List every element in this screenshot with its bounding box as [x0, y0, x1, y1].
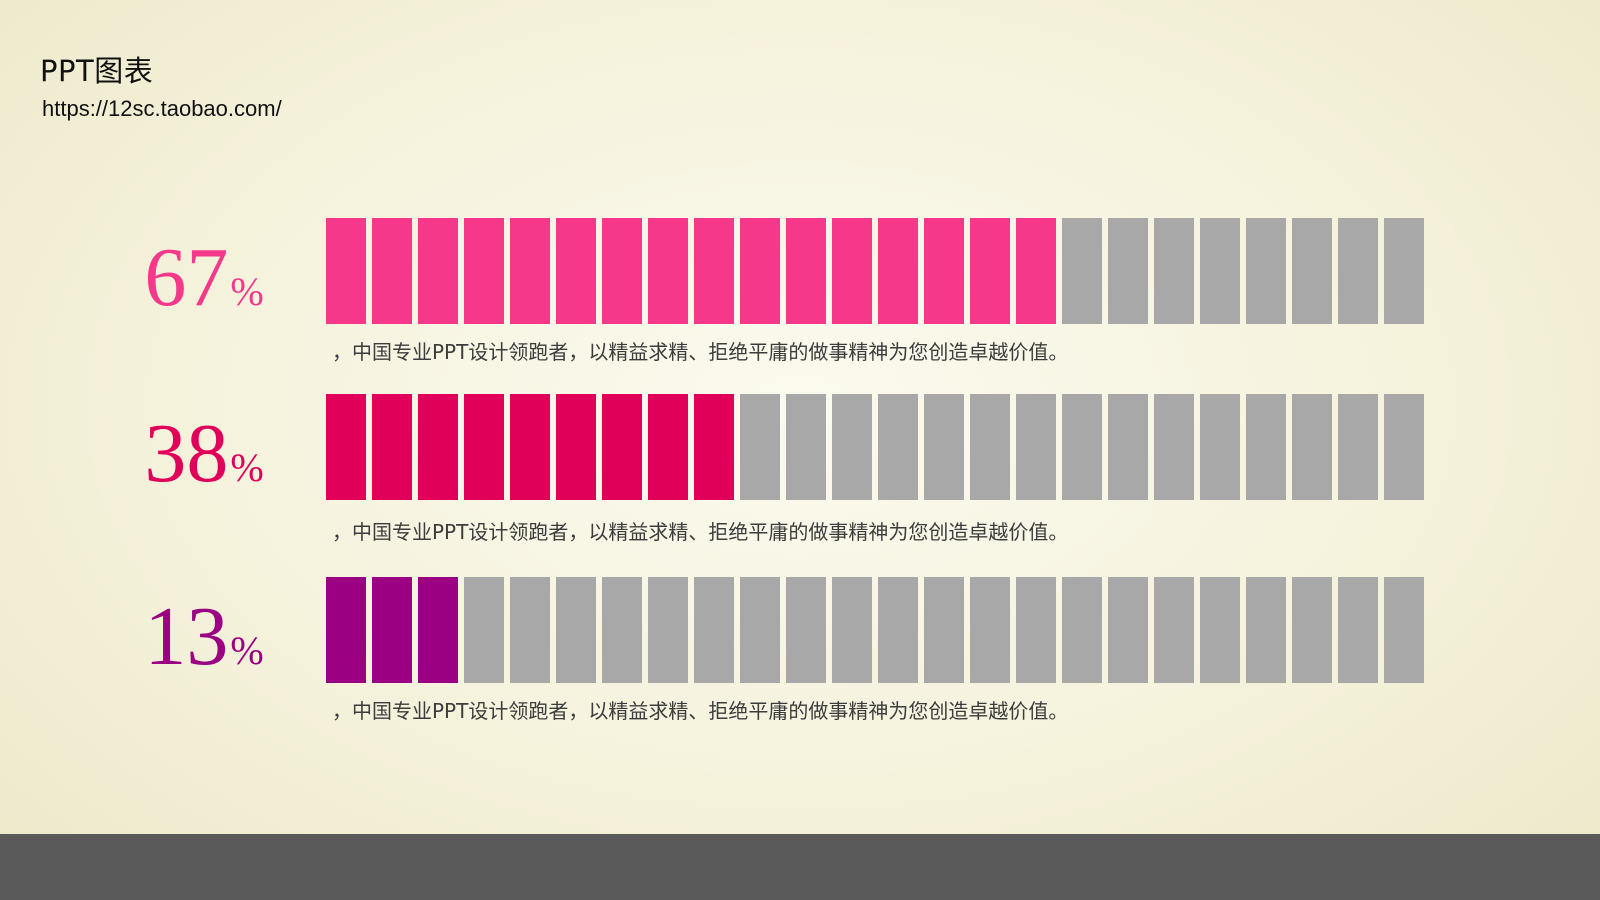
segment-filled	[326, 218, 366, 324]
segment-empty	[740, 577, 780, 683]
segment-filled	[556, 394, 596, 500]
footer-bar	[0, 834, 1600, 900]
row-caption: ，中国专业PPT设计领跑者，以精益求精、拒绝平庸的做事精神为您创造卓越价值。	[332, 340, 1069, 364]
segment-filled	[832, 218, 872, 324]
segment-empty	[1062, 394, 1102, 500]
segment-empty	[1292, 218, 1332, 324]
segment-empty	[694, 577, 734, 683]
segment-empty	[1154, 218, 1194, 324]
segment-empty	[1062, 218, 1102, 324]
segment-filled	[372, 394, 412, 500]
segment-filled	[740, 218, 780, 324]
percent-symbol: %	[230, 445, 264, 490]
segment-empty	[602, 577, 642, 683]
segment-empty	[1154, 394, 1194, 500]
segment-empty	[1246, 577, 1286, 683]
segment-filled	[648, 218, 688, 324]
segment-filled	[602, 394, 642, 500]
segment-empty	[1292, 577, 1332, 683]
segment-empty	[970, 394, 1010, 500]
segment-filled	[1016, 218, 1056, 324]
segment-empty	[832, 394, 872, 500]
segment-empty	[556, 577, 596, 683]
segment-filled	[648, 394, 688, 500]
segment-filled	[556, 218, 596, 324]
segment-filled	[786, 218, 826, 324]
percent-value: 67	[144, 231, 229, 324]
segment-empty	[1108, 218, 1148, 324]
segment-empty	[786, 577, 826, 683]
segment-empty	[1200, 577, 1240, 683]
segment-filled	[970, 218, 1010, 324]
segment-empty	[1292, 394, 1332, 500]
segment-empty	[1338, 218, 1378, 324]
segment-filled	[418, 218, 458, 324]
segment-empty	[1384, 577, 1424, 683]
segment-filled	[694, 218, 734, 324]
segment-empty	[1200, 218, 1240, 324]
segment-filled	[878, 218, 918, 324]
segment-empty	[1108, 394, 1148, 500]
percent-value: 38	[144, 407, 229, 500]
segment-empty	[878, 577, 918, 683]
percent-value: 13	[144, 590, 229, 683]
percent-label: 67%	[130, 236, 278, 320]
segment-filled	[510, 218, 550, 324]
segment-filled	[924, 218, 964, 324]
segment-empty	[740, 394, 780, 500]
segment-empty	[1108, 577, 1148, 683]
segment-empty	[1016, 394, 1056, 500]
segment-empty	[1062, 577, 1102, 683]
segment-empty	[1246, 218, 1286, 324]
row-caption: ，中国专业PPT设计领跑者，以精益求精、拒绝平庸的做事精神为您创造卓越价值。	[332, 520, 1069, 544]
segment-filled	[418, 394, 458, 500]
segment-empty	[786, 394, 826, 500]
segment-filled	[464, 218, 504, 324]
page-title: PPT图表	[40, 54, 154, 88]
segment-empty	[1384, 394, 1424, 500]
segment-filled	[326, 394, 366, 500]
source-url[interactable]: https://12sc.taobao.com/	[42, 96, 282, 121]
segment-empty	[1246, 394, 1286, 500]
segment-empty	[648, 577, 688, 683]
segment-empty	[1154, 577, 1194, 683]
percent-symbol: %	[230, 628, 264, 673]
segment-empty	[1338, 394, 1378, 500]
segment-filled	[602, 218, 642, 324]
segment-filled	[326, 577, 366, 683]
segment-empty	[832, 577, 872, 683]
segment-empty	[1338, 577, 1378, 683]
segment-filled	[694, 394, 734, 500]
segment-empty	[510, 577, 550, 683]
segment-filled	[372, 577, 412, 683]
segment-empty	[924, 394, 964, 500]
segment-empty	[970, 577, 1010, 683]
percent-label: 13%	[130, 595, 278, 679]
percent-symbol: %	[230, 269, 264, 314]
segment-empty	[924, 577, 964, 683]
segment-filled	[464, 394, 504, 500]
segment-empty	[1384, 218, 1424, 324]
segment-filled	[510, 394, 550, 500]
row-caption: ，中国专业PPT设计领跑者，以精益求精、拒绝平庸的做事精神为您创造卓越价值。	[332, 699, 1069, 723]
segment-empty	[464, 577, 504, 683]
segment-filled	[418, 577, 458, 683]
segment-empty	[878, 394, 918, 500]
segment-filled	[372, 218, 412, 324]
percent-label: 38%	[130, 412, 278, 496]
segment-empty	[1200, 394, 1240, 500]
segment-empty	[1016, 577, 1056, 683]
